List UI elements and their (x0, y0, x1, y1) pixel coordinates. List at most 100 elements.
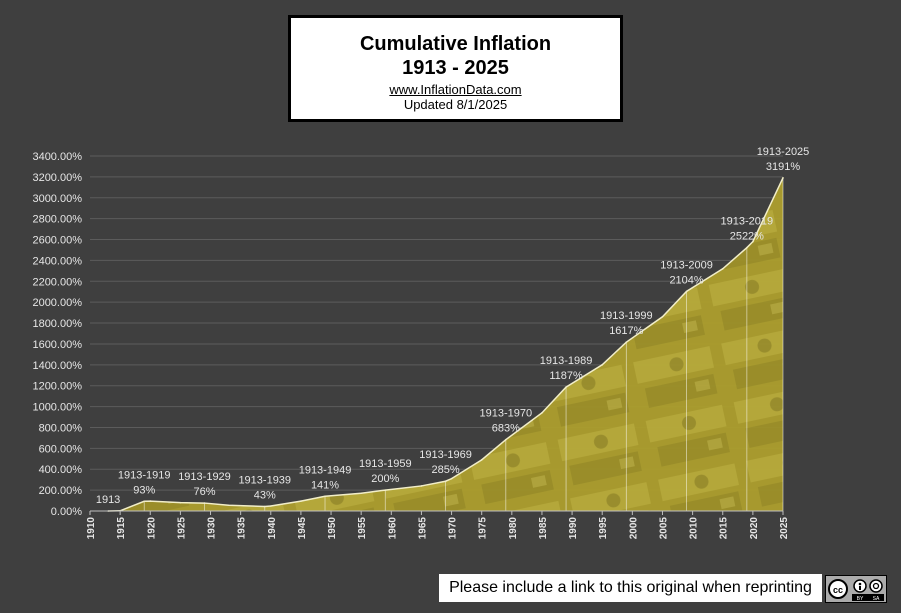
data-point (324, 495, 326, 498)
x-tick-label: 2000 (628, 517, 639, 540)
data-label: 93% (133, 484, 155, 496)
data-label: 1913-1969 (419, 449, 472, 461)
data-point (143, 500, 146, 503)
data-point (685, 290, 688, 293)
y-tick-label: 600.00% (39, 443, 83, 455)
area-fill (108, 177, 784, 511)
y-tick-label: 2000.00% (32, 297, 82, 309)
x-tick-label: 1925 (176, 517, 187, 540)
x-tick-label: 1920 (146, 517, 157, 540)
data-label: 1913-2009 (660, 259, 713, 271)
data-label: 1187% (549, 370, 583, 382)
x-tick-label: 1915 (116, 517, 127, 540)
y-tick-label: 1600.00% (32, 339, 82, 351)
y-tick-label: 1400.00% (32, 360, 82, 372)
x-tick-label: 1945 (297, 517, 308, 540)
x-tick-label: 2005 (658, 517, 669, 540)
grid-lines (90, 155, 783, 512)
x-tick-label: 1990 (568, 517, 579, 540)
x-tick-label: 1960 (387, 517, 398, 540)
data-label: 1913-1919 (118, 469, 171, 481)
data-label: 1913-1989 (540, 355, 593, 367)
data-label: 285% (431, 464, 459, 476)
data-point (203, 502, 206, 504)
x-tick-label: 1955 (357, 517, 368, 540)
y-tick-label: 2200.00% (32, 276, 82, 288)
data-label: 2522% (730, 231, 764, 243)
x-tick-label: 1950 (327, 517, 338, 540)
x-tick-label: 1935 (237, 517, 248, 540)
x-tick-label: 1980 (508, 517, 519, 540)
x-tick-label: 2025 (779, 517, 790, 540)
data-point (444, 480, 447, 483)
area-series (107, 177, 784, 512)
data-point (625, 341, 628, 343)
data-point (420, 485, 423, 487)
x-tick-label: 1970 (448, 517, 459, 540)
x-tick-label: 1930 (207, 517, 218, 540)
chart-subtitle: 1913 - 2025 (402, 57, 509, 79)
creative-commons-by-sa-icon[interactable]: cc BY SA (825, 575, 887, 603)
data-label: 43% (254, 490, 276, 502)
data-label: 683% (492, 423, 520, 435)
data-label: 2104% (669, 274, 703, 286)
x-tick-label: 1965 (417, 517, 428, 540)
x-tick-label: 2010 (689, 517, 700, 540)
y-tick-label: 3000.00% (32, 193, 82, 205)
data-point (752, 240, 754, 243)
y-tick-label: 800.00% (39, 422, 83, 434)
x-tick-label: 2015 (719, 517, 730, 540)
y-tick-label: 400.00% (39, 464, 83, 476)
data-label: 1913-1929 (178, 471, 231, 483)
y-tick-label: 2800.00% (32, 214, 82, 226)
data-point (505, 438, 507, 441)
axes: 0.00% 200.00% 400.00% 600.00% 800.00% 1000.00… (32, 151, 790, 539)
data-labels: 1913 1913-1919 93% 1913-1929 76% 1913-1939 43%… (96, 146, 809, 506)
data-point (450, 477, 453, 480)
x-tick-label: 2020 (749, 517, 760, 540)
data-point (300, 500, 302, 502)
y-tick-label: 1200.00% (32, 381, 82, 393)
data-label: 1617% (609, 325, 643, 337)
data-point (269, 505, 272, 507)
y-tick-label: 2600.00% (32, 235, 82, 247)
data-label: 3191% (766, 161, 800, 173)
updated-date: Updated 8/1/2025 (403, 97, 508, 112)
data-point (541, 412, 543, 414)
data-label: 141% (311, 479, 339, 491)
data-label: 1913-1959 (359, 458, 412, 470)
data-label: 1913-1949 (299, 464, 352, 476)
y-tick-label: 3400.00% (32, 151, 82, 163)
data-label: 1913-2025 (757, 146, 810, 158)
reprint-notice: Please include a link to this original w… (439, 574, 822, 602)
data-point (384, 489, 387, 491)
svg-text:cc: cc (833, 585, 843, 595)
data-label: 1913-1939 (238, 475, 291, 487)
x-tick-label: 1940 (267, 517, 278, 540)
area-tint (108, 177, 784, 511)
chart-title: Cumulative Inflation (359, 33, 552, 55)
y-tick-label: 0.00% (51, 506, 82, 518)
data-point (179, 501, 182, 504)
data-point (746, 246, 748, 249)
data-label: 200% (371, 473, 399, 485)
data-point (360, 492, 362, 495)
data-point (227, 504, 230, 507)
data-point (721, 267, 724, 270)
data-label: 1913-1970 (479, 408, 532, 420)
data-point (149, 500, 152, 502)
y-tick-label: 2400.00% (32, 255, 82, 267)
data-label: 1913-2019 (721, 216, 774, 228)
y-tick-label: 200.00% (39, 485, 83, 497)
data-point (782, 177, 784, 179)
y-tick-label: 1800.00% (32, 318, 82, 330)
data-point (601, 364, 604, 366)
website-link[interactable]: www.InflationData.com (389, 82, 522, 97)
y-tick-label: 3200.00% (32, 172, 82, 184)
x-tick-label: 1910 (86, 517, 97, 540)
data-label: 76% (193, 486, 215, 498)
y-tick-label: 1000.00% (32, 402, 82, 414)
data-point (661, 315, 664, 318)
svg-text:BY: BY (857, 596, 864, 602)
